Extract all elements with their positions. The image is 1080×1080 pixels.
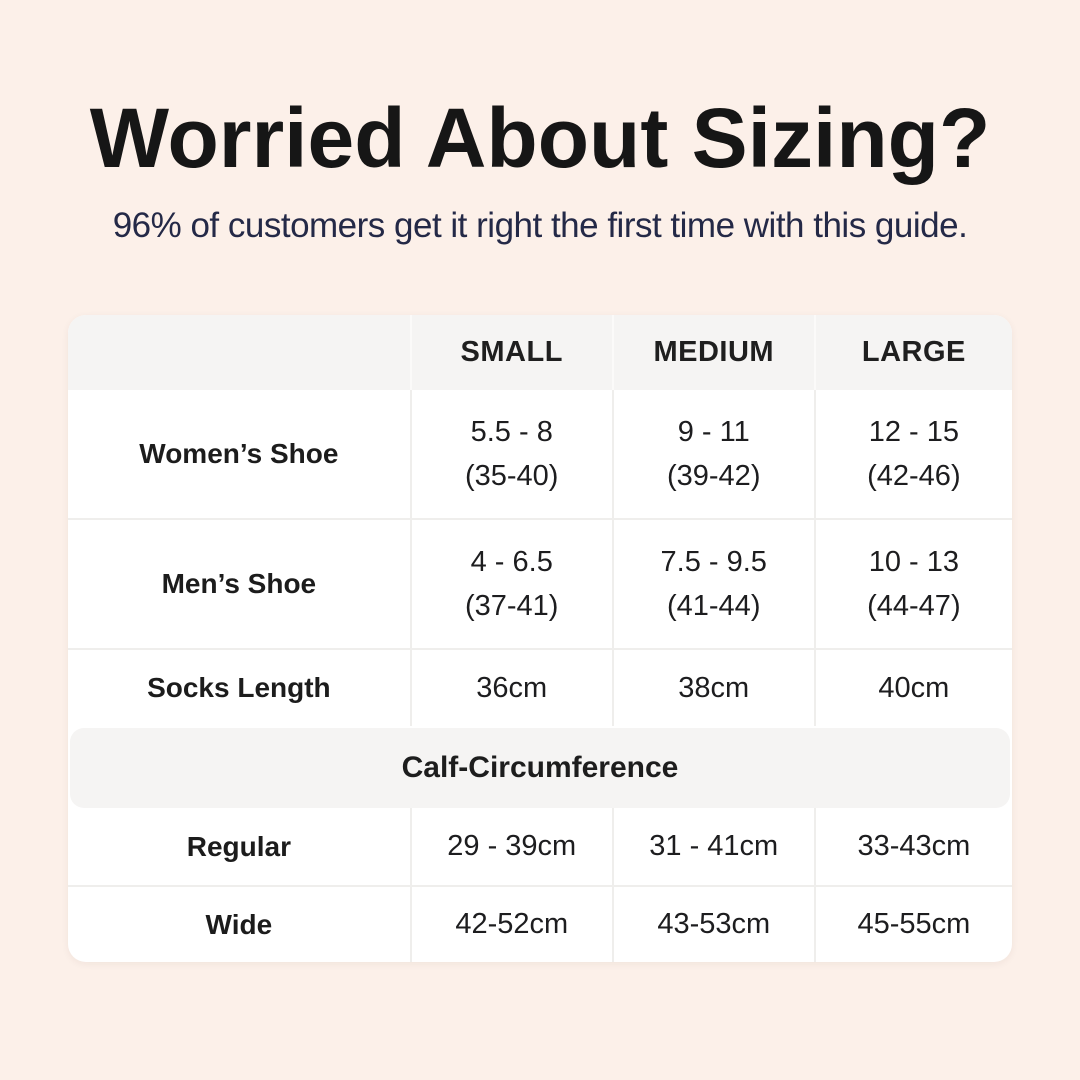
cell-value-eu-range: (39-42) bbox=[666, 460, 761, 492]
column-header-small: SMALL bbox=[409, 315, 612, 390]
cell-value: 5.5 - 8 (35-40) bbox=[409, 390, 612, 518]
cell-value: 31 - 41cm bbox=[611, 808, 814, 885]
cell-value: 12 - 15 (42-46) bbox=[813, 390, 1012, 518]
cell-value-range: 10 - 13 bbox=[868, 546, 960, 578]
table-header-row: SMALL MEDIUM LARGE bbox=[68, 315, 1012, 390]
cell-value-range: 12 - 15 bbox=[868, 416, 960, 448]
column-header-large: LARGE bbox=[813, 315, 1012, 390]
cell-value-range: 9 - 11 bbox=[677, 416, 750, 448]
page-title: Worried About Sizing? bbox=[89, 91, 991, 185]
cell-value: 45-55cm bbox=[813, 887, 1012, 962]
cell-value: 38cm bbox=[611, 650, 814, 726]
cell-value: 10 - 13 (44-47) bbox=[813, 520, 1012, 648]
column-header-medium: MEDIUM bbox=[611, 315, 814, 390]
table-row-regular: Regular 29 - 39cm 31 - 41cm 33-43cm bbox=[68, 808, 1012, 885]
cell-value: 43-53cm bbox=[611, 887, 814, 962]
table-row-womens-shoe: Women’s Shoe 5.5 - 8 (35-40) 9 - 11 (39-… bbox=[68, 390, 1012, 518]
page-subtitle: 96% of customers get it right the first … bbox=[112, 206, 968, 245]
row-label: Wide bbox=[205, 908, 273, 940]
table-row-mens-shoe: Men’s Shoe 4 - 6.5 (37-41) 7.5 - 9.5 (41… bbox=[68, 518, 1012, 648]
cell-value-eu-range: (42-46) bbox=[867, 460, 961, 492]
cell-value-eu-range: (44-47) bbox=[867, 590, 961, 622]
corner-cell bbox=[68, 315, 410, 390]
size-table: SMALL MEDIUM LARGE Women’s Shoe 5.5 - 8 … bbox=[68, 315, 1012, 962]
row-label: Women’s Shoe bbox=[139, 438, 339, 469]
cell-value-range: 7.5 - 9.5 bbox=[660, 546, 767, 578]
cell-value-eu-range: (35-40) bbox=[464, 460, 559, 492]
cell-value: 36cm bbox=[409, 650, 612, 726]
cell-value: 40cm bbox=[813, 650, 1012, 726]
table-row-socks-length: Socks Length 36cm 38cm 40cm bbox=[68, 648, 1012, 726]
cell-value: 9 - 11 (39-42) bbox=[611, 390, 814, 518]
row-label: Men’s Shoe bbox=[161, 568, 317, 599]
cell-value: 29 - 39cm bbox=[409, 808, 612, 885]
cell-value-eu-range: (41-44) bbox=[666, 590, 761, 622]
row-label: Socks Length bbox=[147, 672, 331, 703]
row-label: Regular bbox=[186, 830, 291, 862]
cell-value: 33-43cm bbox=[813, 808, 1012, 885]
cell-value: 4 - 6.5 (37-41) bbox=[409, 520, 612, 648]
cell-value-eu-range: (37-41) bbox=[464, 590, 559, 622]
cell-value: 42-52cm bbox=[409, 887, 612, 962]
section-header-calf-circumference: Calf-Circumference bbox=[70, 728, 1010, 808]
table-row-wide: Wide 42-52cm 43-53cm 45-55cm bbox=[68, 885, 1012, 962]
cell-value: 7.5 - 9.5 (41-44) bbox=[611, 520, 814, 648]
cell-value-range: 5.5 - 8 bbox=[470, 416, 553, 448]
cell-value-range: 4 - 6.5 bbox=[470, 546, 553, 578]
